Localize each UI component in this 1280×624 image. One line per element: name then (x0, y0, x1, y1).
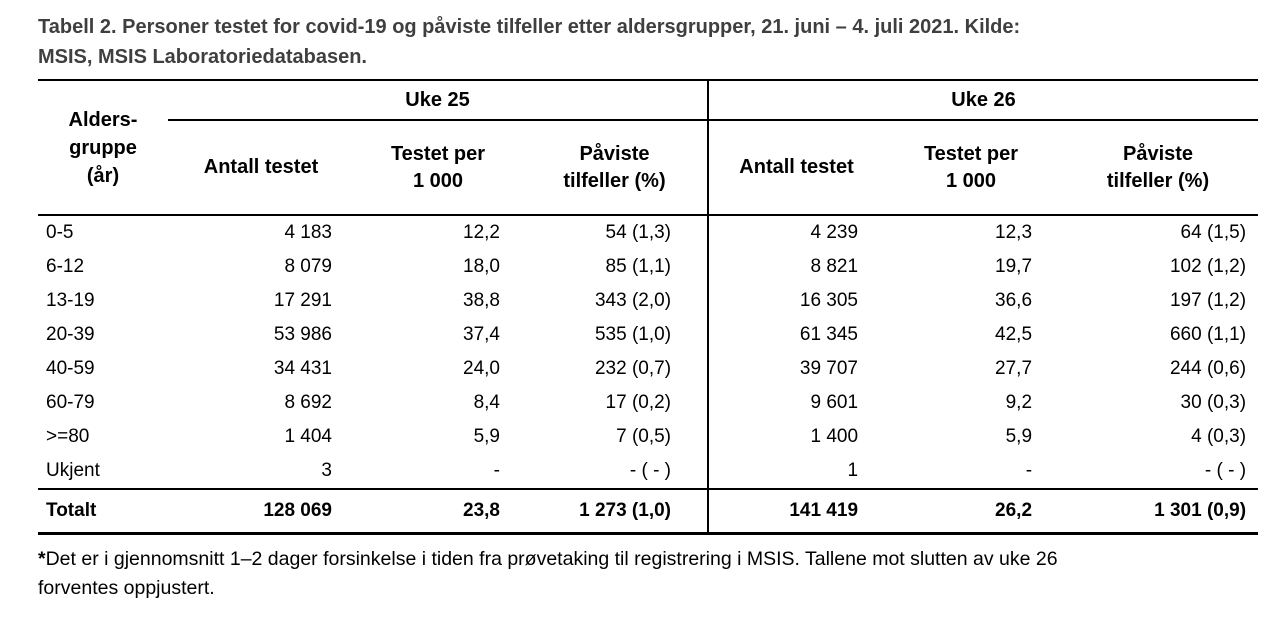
value-cell: 12,2 (463, 222, 500, 243)
age-group-cell: 13-19 (46, 290, 95, 311)
footnote: *Det er i gjennomsnitt 1–2 dager forsink… (38, 545, 1256, 604)
report-page: Tabell 2. Personer testet for covid-19 o… (38, 16, 1259, 604)
value-cell: 30 (0,3) (1180, 392, 1247, 413)
total-value-cell: 26,2 (884, 488, 1059, 535)
table-row: >=80 1 404 5,9 7 (0,5) 1 400 5,9 4 (0,3) (38, 420, 1258, 454)
value-cell: 53 986 (273, 324, 332, 345)
value-cell: - (493, 460, 500, 481)
sub-header-row: Antall testet Testet per 1 000 Påviste t… (38, 120, 1259, 216)
value-cell: 61 345 (707, 318, 885, 352)
col-header-antall-testet-uke25: Antall testet (168, 120, 354, 216)
age-group-cell: Ukjent (46, 460, 100, 481)
table-row: 6-12 8 079 18,0 85 (1,1) 8 821 19,7 102 … (38, 250, 1258, 284)
value-cell: 535 (1,0) (594, 324, 672, 345)
value-cell: 24,0 (463, 358, 500, 379)
value-cell: 8 821 (707, 250, 885, 284)
col-header-testet-per-1000-uke26: Testet per 1 000 (884, 120, 1059, 216)
value-cell: 343 (2,0) (594, 290, 672, 311)
age-group-cell: 6-12 (46, 256, 85, 277)
value-cell: 5,9 (1005, 426, 1033, 447)
value-cell: 3 (321, 460, 332, 481)
col-header-antall-testet-uke26: Antall testet (707, 120, 885, 216)
age-group-cell: 40-59 (46, 358, 95, 379)
value-cell: 1 404 (284, 426, 332, 447)
table-title: Tabell 2. Personer testet for covid-19 o… (38, 16, 1021, 68)
col-header-paviste-tilfeller-uke25: Påviste tilfeller (%) (522, 120, 709, 216)
value-cell: 9,2 (1005, 392, 1033, 413)
table-row: 0-5 4 183 12,2 54 (1,3) 4 239 12,3 64 (1… (38, 215, 1258, 250)
value-cell: 34 431 (273, 358, 332, 379)
value-cell: 19,7 (995, 256, 1033, 277)
age-group-cell: 0-5 (46, 222, 74, 243)
value-cell: 8 692 (284, 392, 332, 413)
week-25-group-header: Uke 25 (168, 80, 709, 121)
value-cell: 4 (0,3) (1191, 426, 1247, 447)
age-group-cell: 60-79 (46, 392, 95, 413)
footnote-asterisk: * (38, 548, 46, 570)
total-value-cell: 1 301 (0,9) (1058, 488, 1259, 535)
value-cell: 64 (1,5) (1180, 222, 1247, 243)
age-group-column-header: Alders- gruppe (år) (38, 80, 168, 216)
value-cell: 17 291 (273, 290, 332, 311)
table-row: 13-19 17 291 38,8 343 (2,0) 16 305 36,6 … (38, 284, 1258, 318)
value-cell: 42,5 (995, 324, 1033, 345)
value-cell: 244 (0,6) (1169, 358, 1247, 379)
footnote-text: Det er i gjennomsnitt 1–2 dager forsinke… (38, 548, 1058, 600)
value-cell: 36,6 (995, 290, 1033, 311)
value-cell: 12,3 (995, 222, 1033, 243)
table-row: Ukjent 3 - - ( - ) 1 - - ( - ) (38, 454, 1258, 489)
value-cell: 54 (1,3) (605, 222, 672, 243)
value-cell: 9 601 (707, 386, 885, 420)
total-value-cell: 128 069 (168, 488, 354, 535)
value-cell: 85 (1,1) (605, 256, 672, 277)
week-26-group-header: Uke 26 (707, 80, 1259, 121)
value-cell: - ( - ) (1204, 460, 1247, 481)
value-cell: - ( - ) (629, 460, 672, 481)
value-cell: 27,7 (995, 358, 1033, 379)
value-cell: 1 400 (707, 420, 885, 454)
total-row: Totalt 128 069 23,8 1 273 (1,0) 141 419 … (38, 488, 1259, 535)
value-cell: - (1025, 460, 1033, 481)
value-cell: 197 (1,2) (1169, 290, 1247, 311)
value-cell: 39 707 (707, 352, 885, 386)
group-header-row: Alders- gruppe (år) Uke 25 Uke 26 (38, 80, 1259, 216)
value-cell: 38,8 (463, 290, 500, 311)
total-value-cell: 23,8 (354, 488, 522, 535)
value-cell: 37,4 (463, 324, 500, 345)
covid-testing-table: Alders- gruppe (år) Uke 25 Uke 26 Antall… (38, 79, 1259, 535)
value-cell: 1 (707, 454, 885, 489)
table-row: 20-39 53 986 37,4 535 (1,0) 61 345 42,5 … (38, 318, 1258, 352)
value-cell: 17 (0,2) (605, 392, 672, 413)
value-cell: 5,9 (473, 426, 500, 447)
value-cell: 4 183 (284, 222, 332, 243)
value-cell: 4 239 (707, 215, 885, 250)
col-header-testet-per-1000-uke25: Testet per 1 000 (354, 120, 522, 216)
col-header-paviste-tilfeller-uke26: Påviste tilfeller (%) (1058, 120, 1259, 216)
value-cell: 18,0 (463, 256, 500, 277)
total-label-cell: Totalt (38, 488, 168, 535)
total-value-cell: 1 273 (1,0) (522, 488, 709, 535)
value-cell: 8 079 (284, 256, 332, 277)
table-row: 40-59 34 431 24,0 232 (0,7) 39 707 27,7 … (38, 352, 1258, 386)
value-cell: 660 (1,1) (1169, 324, 1247, 345)
age-group-cell: 20-39 (46, 324, 95, 345)
value-cell: 102 (1,2) (1169, 256, 1247, 277)
value-cell: 8,4 (473, 392, 500, 413)
value-cell: 16 305 (707, 284, 885, 318)
value-cell: 232 (0,7) (594, 358, 672, 379)
age-group-cell: >=80 (46, 426, 90, 447)
table-row: 60-79 8 692 8,4 17 (0,2) 9 601 9,2 30 (0… (38, 386, 1258, 420)
total-value-cell: 141 419 (707, 488, 885, 535)
value-cell: 7 (0,5) (616, 426, 672, 447)
